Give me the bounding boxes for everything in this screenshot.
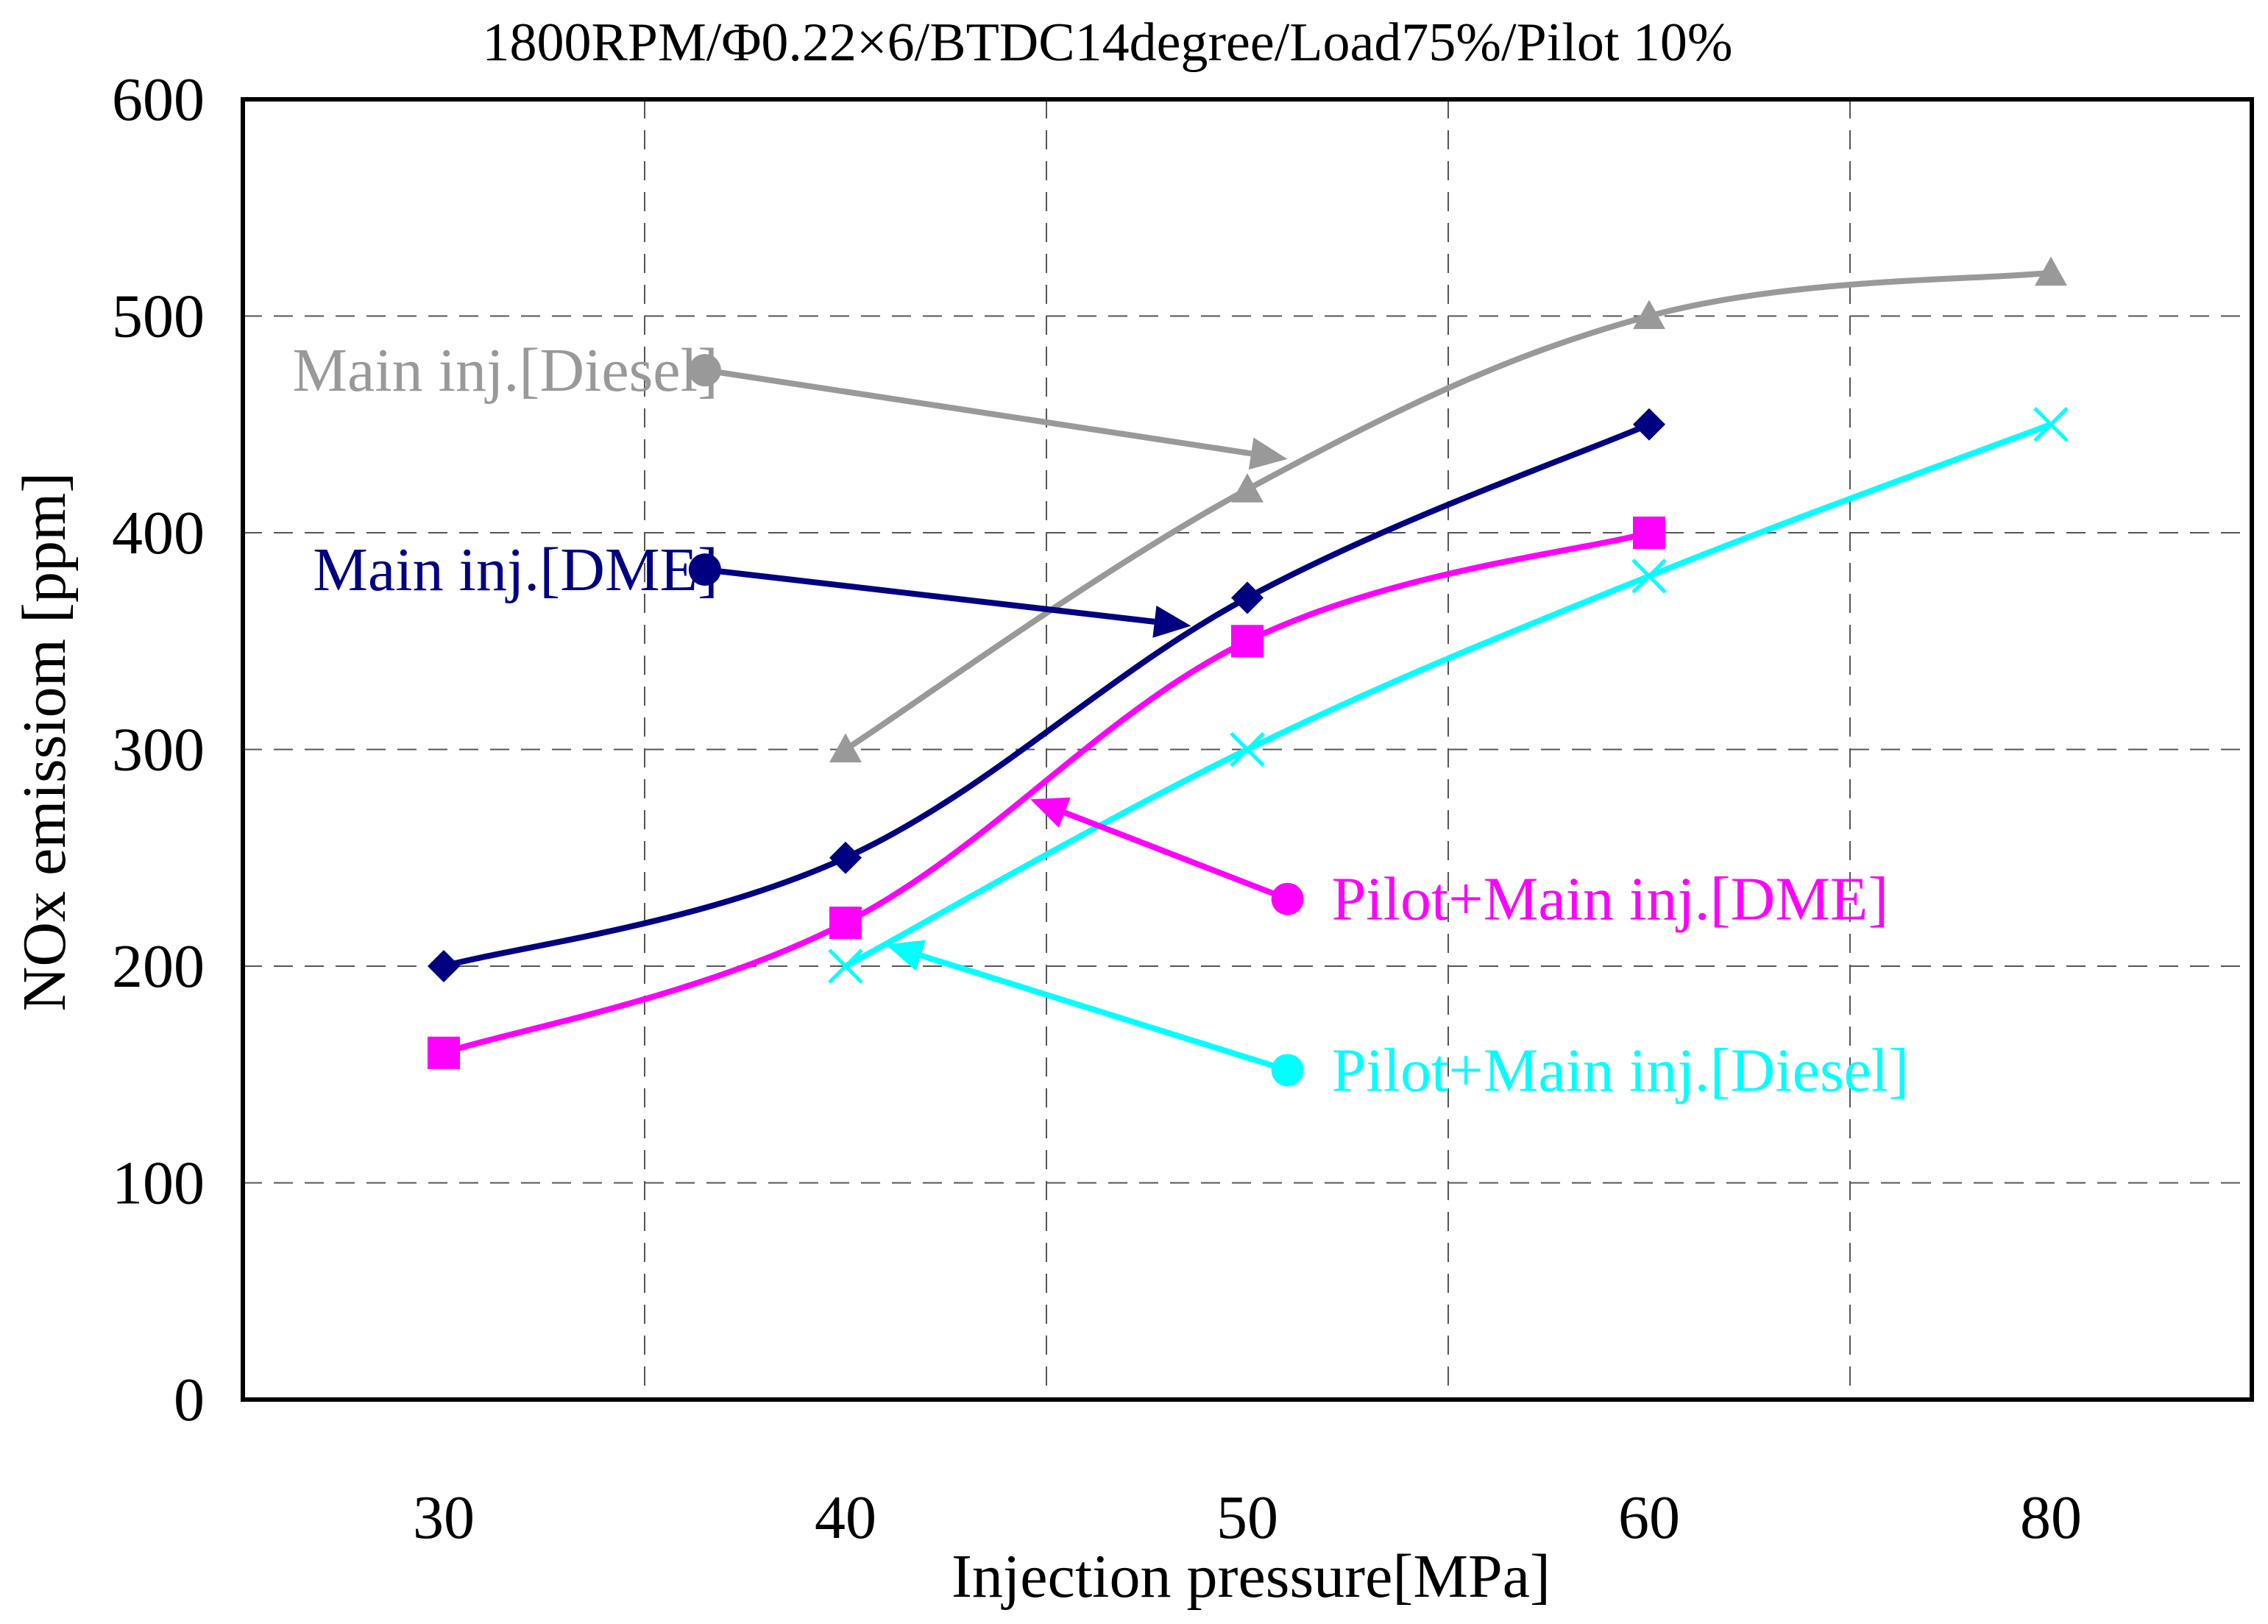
- data-point-x: [828, 948, 863, 984]
- data-point-x: [1631, 559, 1667, 594]
- annotation-dot: [688, 354, 721, 387]
- annotation-dot: [688, 553, 721, 586]
- x-stroke: [828, 948, 863, 984]
- x-stroke: [2033, 406, 2069, 442]
- series-pilot-main-inj-dme: [428, 517, 1665, 1069]
- plot-area-frame: [241, 97, 2254, 1402]
- x-tick-label: 30: [413, 1483, 475, 1552]
- data-point-triangle: [2035, 256, 2067, 286]
- series-label: Main inj.[Diesel]: [292, 336, 718, 405]
- y-tick-label: 0: [174, 1366, 205, 1434]
- grid-lines: [243, 99, 2252, 1400]
- series-layer: [428, 256, 2069, 1069]
- series-line: [843, 269, 2052, 752]
- y-tick-label: 600: [112, 65, 205, 134]
- data-point-square: [1231, 625, 1264, 658]
- data-point-diamond: [1231, 581, 1264, 614]
- data-point-triangle: [1633, 299, 1665, 330]
- annotation-pilot-main-inj-dme: Pilot+Main inj.[DME]: [1030, 797, 1889, 934]
- y-axis-label: NOx emissiom [ppm]: [10, 472, 79, 1012]
- data-point-triangle: [1231, 473, 1264, 503]
- series-main-inj-diesel: [829, 256, 2067, 763]
- series-label: Pilot+Main inj.[DME]: [1332, 865, 1889, 934]
- series-label: Main inj.[DME]: [313, 536, 718, 604]
- data-point-diamond: [1633, 408, 1665, 441]
- x-tick-label: 80: [2020, 1483, 2082, 1552]
- series-pilot-main-inj-diesel: [828, 406, 2069, 984]
- y-tick-label: 100: [112, 1149, 205, 1218]
- series-line: [844, 422, 2052, 969]
- annotation-dot: [1271, 1054, 1304, 1087]
- x-stroke: [1230, 731, 1265, 767]
- data-point-diamond: [829, 841, 862, 874]
- chart-title: 1800RPM/Φ0.22×6/BTDC14degree/Load75%/Pil…: [482, 13, 1732, 73]
- x-tick-label: 60: [1618, 1483, 1680, 1552]
- y-tick-label: 300: [112, 716, 205, 784]
- y-tick-label: 200: [112, 932, 205, 1001]
- series-label: Pilot+Main inj.[Diesel]: [1332, 1036, 1910, 1104]
- data-point-square: [428, 1036, 460, 1069]
- y-axis-ticks: 0 100 200 300 400 500 600: [112, 65, 205, 1434]
- data-point-x: [2033, 406, 2069, 442]
- x-axis-ticks: 30 40 50 60 80: [413, 1483, 2082, 1552]
- annotation-main-inj-diesel: Main inj.[Diesel]: [292, 336, 1288, 470]
- x-axis-label: Injection pressure[MPa]: [952, 1542, 1551, 1611]
- x-tick-label: 40: [815, 1483, 876, 1552]
- annotation-arrow-line: [1063, 809, 1289, 902]
- series-line: [442, 530, 1651, 1056]
- annotation-pilot-main-inj-diesel: Pilot+Main inj.[Diesel]: [885, 940, 1910, 1104]
- data-point-triangle: [829, 733, 862, 763]
- series-main-inj-dme: [428, 408, 1665, 982]
- data-point-diamond: [428, 950, 460, 982]
- annotation-arrowhead: [1152, 606, 1191, 638]
- annotation-arrow-line: [704, 567, 1155, 625]
- series-line: [442, 422, 1651, 969]
- data-point-square: [829, 907, 862, 940]
- annotation-main-inj-dme: Main inj.[DME]: [313, 536, 1191, 638]
- annotation-arrow-line: [704, 367, 1252, 457]
- annotation-dot: [1271, 882, 1304, 915]
- x-tick-label: 50: [1216, 1483, 1278, 1552]
- annotation-arrowhead: [885, 940, 926, 971]
- y-tick-label: 500: [112, 283, 205, 351]
- data-point-square: [1633, 517, 1665, 549]
- annotation-arrowhead: [1030, 797, 1071, 828]
- annotation-arrowhead: [1248, 437, 1288, 470]
- x-stroke: [1631, 559, 1667, 594]
- data-point-x: [1230, 731, 1265, 767]
- annotation-layer: Main inj.[Diesel] Main inj.[DME] Pilot+Mai…: [292, 336, 1909, 1104]
- annotation-arrow-line: [920, 952, 1289, 1074]
- y-tick-label: 400: [112, 499, 205, 567]
